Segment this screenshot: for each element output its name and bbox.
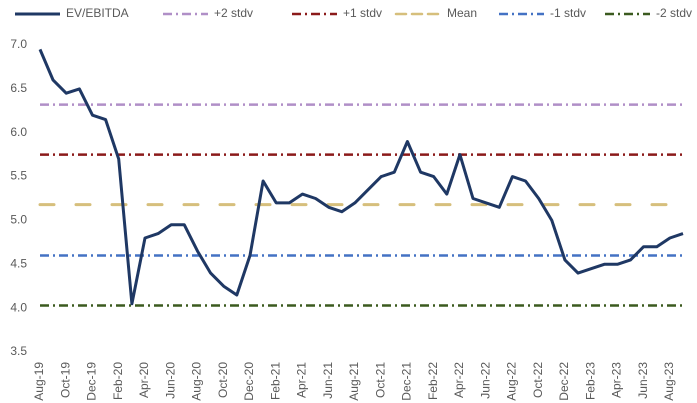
y-tick-label: 7.0 [10, 37, 27, 51]
y-tick-label: 5.5 [10, 169, 27, 183]
y-tick-label: 4.0 [10, 300, 27, 314]
x-tick-label: Dec-21 [400, 362, 414, 401]
x-tick-label: Dec-19 [85, 362, 99, 401]
y-tick-label: 4.5 [10, 256, 27, 270]
x-tick-label: Apr-22 [452, 362, 466, 398]
x-tick-label: Oct-19 [58, 362, 72, 398]
x-tick-label: Apr-21 [295, 362, 309, 398]
legend-label: -2 stdv [656, 6, 692, 20]
x-tick-label: Jun-23 [636, 362, 650, 399]
x-tick-label: Feb-23 [583, 362, 597, 400]
legend-label: EV/EBITDA [66, 6, 129, 20]
x-tick-label: Aug-19 [32, 362, 46, 401]
x-tick-label: Oct-21 [373, 362, 387, 398]
x-tick-label: Jun-21 [321, 362, 335, 399]
x-tick-label: Feb-21 [268, 362, 282, 400]
x-tick-label: Jun-20 [163, 362, 177, 399]
legend-label: +2 stdv [214, 6, 253, 20]
x-tick-label: Apr-23 [610, 362, 624, 398]
y-tick-label: 3.5 [10, 344, 27, 358]
x-tick-label: Aug-23 [662, 362, 676, 401]
x-tick-label: Aug-20 [190, 362, 204, 401]
x-tick-label: Aug-22 [505, 362, 519, 401]
legend-label: Mean [447, 6, 477, 20]
x-tick-label: Aug-21 [347, 362, 361, 401]
x-tick-label: Dec-20 [242, 362, 256, 401]
legend-label: -1 stdv [550, 6, 586, 20]
y-tick-label: 6.5 [10, 81, 27, 95]
series-line [38, 48, 684, 306]
x-tick-label: Dec-22 [557, 362, 571, 401]
x-tick-label: Apr-20 [137, 362, 151, 398]
y-tick-label: 5.0 [10, 213, 27, 227]
legend-label: +1 stdv [343, 6, 382, 20]
x-tick-label: Jun-22 [478, 362, 492, 399]
x-tick-label: Feb-22 [426, 362, 440, 400]
y-tick-label: 6.0 [10, 125, 27, 139]
x-tick-label: Oct-20 [216, 362, 230, 398]
x-tick-label: Oct-22 [531, 362, 545, 398]
x-tick-label: Feb-20 [111, 362, 125, 400]
